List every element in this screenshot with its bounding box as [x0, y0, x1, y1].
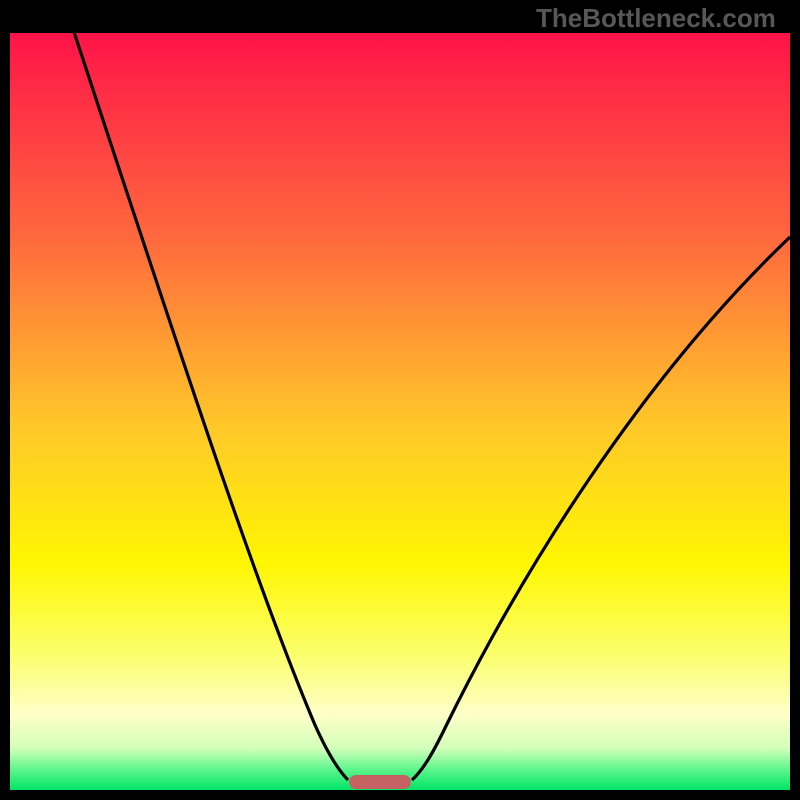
- frame-right: [790, 0, 800, 800]
- frame-bottom: [0, 790, 800, 800]
- minimum-marker: [349, 775, 411, 789]
- frame-left: [0, 0, 10, 800]
- watermark-text: TheBottleneck.com: [536, 3, 776, 34]
- gradient-background: [10, 33, 790, 790]
- chart-svg: [0, 0, 800, 800]
